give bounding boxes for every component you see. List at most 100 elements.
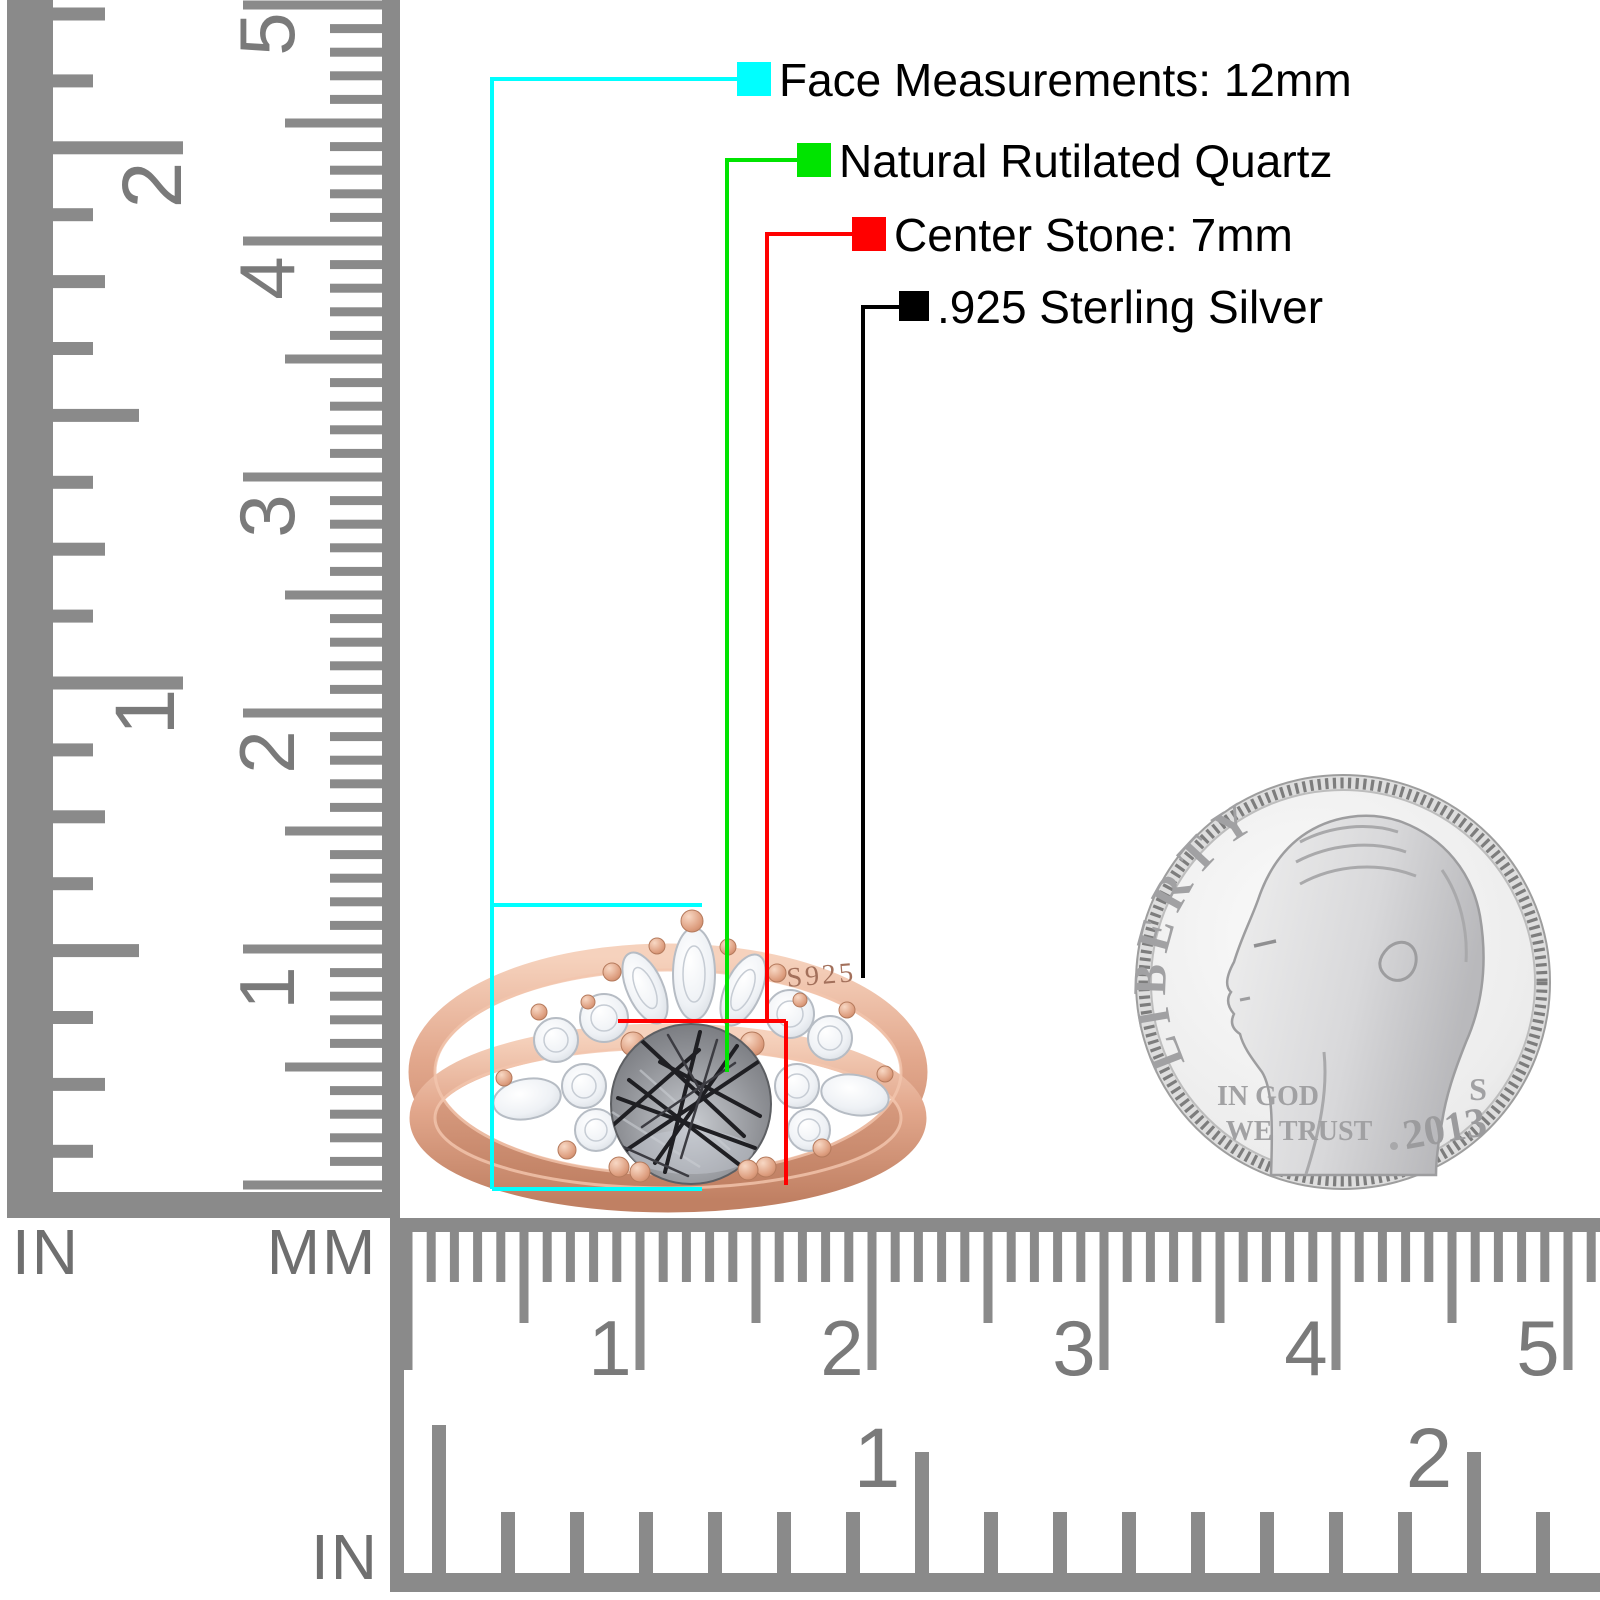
bottom-mm-tick bbox=[1493, 1232, 1503, 1282]
bottom-mm-tick bbox=[1122, 1232, 1132, 1282]
left-mm-tick bbox=[243, 0, 382, 10]
stone-type-line bbox=[725, 158, 797, 1072]
left-mm-tick bbox=[330, 684, 382, 694]
left-inch-tick bbox=[53, 1144, 93, 1158]
bottom-inch-tick bbox=[1536, 1512, 1550, 1573]
bottom-inch-tick bbox=[1260, 1512, 1274, 1573]
left-mm-tick bbox=[330, 47, 382, 57]
stone-type-swatch bbox=[797, 143, 831, 177]
left-mm-tick bbox=[330, 307, 382, 317]
coin-mint-mark: S bbox=[1469, 1071, 1487, 1107]
left-mm-tick bbox=[330, 1133, 382, 1143]
left-mm-number-4: 4 bbox=[223, 256, 311, 300]
bottom-mm-tick bbox=[705, 1232, 715, 1282]
coin-motto-line2: WE TRUST bbox=[1226, 1116, 1373, 1147]
left-mm-number-3: 3 bbox=[223, 494, 311, 538]
left-mm-tick bbox=[330, 1015, 382, 1025]
bottom-inch-tick bbox=[1329, 1512, 1343, 1573]
bottom-inch-tick bbox=[777, 1512, 791, 1573]
bottom-mm-tick bbox=[1540, 1232, 1550, 1282]
left-mm-tick bbox=[330, 1086, 382, 1096]
left-inch-tick bbox=[53, 542, 105, 556]
bottom-inch-tick bbox=[1467, 1452, 1481, 1573]
left-mm-number-1: 1 bbox=[223, 966, 311, 1010]
metal-label: .925 Sterling Silver bbox=[937, 281, 1324, 333]
left-mm-tick bbox=[330, 189, 382, 199]
bottom-mm-tick bbox=[797, 1232, 807, 1282]
left-inch-tick bbox=[53, 408, 139, 422]
left-mm-ruler-bar bbox=[382, 0, 400, 1218]
left-inch-tick bbox=[53, 676, 183, 690]
bottom-inch-tick bbox=[501, 1512, 515, 1573]
left-inch-tick bbox=[53, 1077, 105, 1091]
left-mm-tick bbox=[330, 330, 382, 340]
left-mm-tick bbox=[285, 826, 382, 836]
left-mm-tick bbox=[330, 448, 382, 458]
bottom-inch-number-2: 2 bbox=[1405, 1411, 1453, 1505]
bottom-mm-tick bbox=[751, 1232, 761, 1323]
metal-line bbox=[861, 305, 899, 978]
bottom-mm-tick bbox=[1517, 1232, 1527, 1282]
bottom-mm-tick bbox=[473, 1232, 483, 1282]
left-mm-tick bbox=[243, 472, 382, 482]
left-mm-tick bbox=[330, 94, 382, 104]
left-mm-tick bbox=[330, 661, 382, 671]
left-mm-tick bbox=[330, 850, 382, 860]
left-mm-tick bbox=[330, 779, 382, 789]
bottom-inch-tick bbox=[1122, 1512, 1136, 1573]
roosevelt-portrait bbox=[1225, 814, 1485, 1177]
bottom-mm-tick bbox=[426, 1232, 436, 1282]
bottom-mm-tick bbox=[774, 1232, 784, 1282]
left-mm-tick bbox=[330, 401, 382, 411]
bottom-mm-tick bbox=[1424, 1232, 1434, 1282]
left-mm-tick bbox=[243, 1180, 382, 1190]
bottom-mm-tick bbox=[1308, 1232, 1318, 1282]
bottom-inch-number-1: 1 bbox=[853, 1411, 901, 1505]
bottom-mm-tick bbox=[1029, 1232, 1039, 1282]
bottom-mm-tick bbox=[496, 1232, 506, 1282]
left-mm-tick bbox=[330, 614, 382, 624]
bottom-mm-tick bbox=[1377, 1232, 1387, 1282]
bottom-rulers-start-bar bbox=[390, 1218, 404, 1592]
face-measurement-swatch bbox=[737, 62, 771, 96]
left-mm-tick bbox=[330, 543, 382, 553]
bottom-mm-tick bbox=[1354, 1232, 1364, 1282]
left-inch-tick bbox=[53, 609, 93, 623]
left-mm-tick bbox=[330, 755, 382, 765]
left-mm-tick bbox=[330, 802, 382, 812]
left-mm-tick bbox=[330, 425, 382, 435]
center-stone-lines bbox=[618, 232, 852, 1185]
bottom-inch-tick bbox=[915, 1452, 929, 1573]
bottom-mm-tick bbox=[1145, 1232, 1155, 1282]
ear bbox=[1378, 940, 1418, 982]
bottom-mm-ruler-bar bbox=[390, 1218, 1600, 1232]
bottom-mm-tick bbox=[1586, 1232, 1596, 1282]
left-mm-tick bbox=[330, 920, 382, 930]
metal-swatch bbox=[899, 291, 929, 321]
bottom-inch-tick bbox=[639, 1512, 653, 1573]
left-inch-tick bbox=[53, 275, 105, 289]
nostril bbox=[1239, 996, 1251, 1002]
bottom-mm-number-4: 4 bbox=[1284, 1304, 1328, 1392]
bottom-mm-number-3: 3 bbox=[1052, 1304, 1096, 1392]
left-inch-unit-label: IN bbox=[12, 1216, 80, 1288]
bottom-mm-tick bbox=[1169, 1232, 1179, 1282]
bottom-mm-tick bbox=[635, 1232, 645, 1370]
vertical-rulers-base-bar bbox=[7, 1192, 400, 1218]
left-mm-tick bbox=[285, 118, 382, 128]
left-inch-tick bbox=[53, 810, 105, 824]
left-mm-tick bbox=[330, 283, 382, 293]
bottom-mm-tick bbox=[565, 1232, 575, 1282]
eye bbox=[1253, 939, 1277, 948]
left-mm-tick bbox=[330, 378, 382, 388]
bottom-mm-tick bbox=[821, 1232, 831, 1282]
left-mm-tick bbox=[330, 165, 382, 175]
bottom-mm-number-1: 1 bbox=[588, 1304, 632, 1392]
left-mm-tick bbox=[330, 212, 382, 222]
left-inch-tick bbox=[53, 342, 93, 355]
bottom-mm-tick bbox=[1285, 1232, 1295, 1282]
bottom-mm-number-5: 5 bbox=[1516, 1304, 1560, 1392]
cluster-facets bbox=[543, 945, 843, 1142]
